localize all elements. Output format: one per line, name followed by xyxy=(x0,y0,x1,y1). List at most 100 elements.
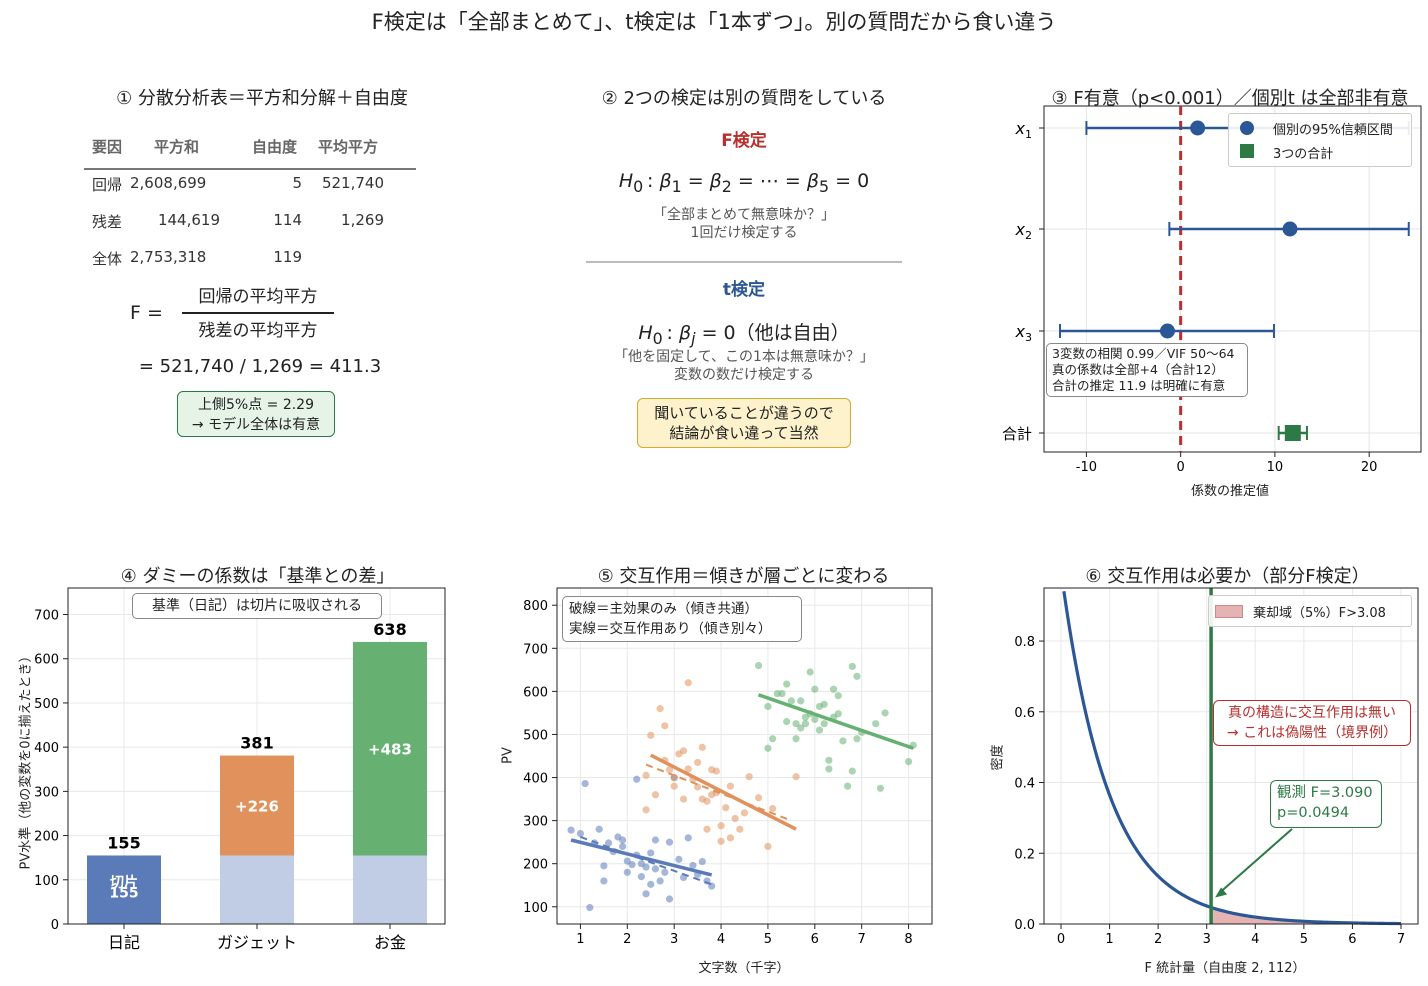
data-point xyxy=(619,836,627,844)
rejection-region xyxy=(1210,907,1401,924)
note-correlation: 3変数の相関 0.99／VIF 50〜64 xyxy=(1052,346,1235,361)
y-tick-label: x1 xyxy=(1015,119,1032,141)
data-point xyxy=(820,720,828,728)
p-value-text: p=0.0494 xyxy=(1277,805,1350,821)
data-point xyxy=(694,758,702,767)
legend-solid: 実線＝交互作用あり（傾き別々） xyxy=(569,621,772,637)
intercept-value-label: 155 xyxy=(109,885,138,901)
f-distribution-chart: 0 1 2 3 4 5 6 7 0.0 0.2 0.4 0.6 0.8 xyxy=(1014,587,1419,947)
data-point xyxy=(754,794,763,802)
panel6-title: ⑥ 交互作用は必要か（部分F検定） xyxy=(1085,566,1370,587)
y-tick-label: x2 xyxy=(1015,220,1032,242)
legend-total: 3つの合計 xyxy=(1273,147,1334,162)
data-point xyxy=(726,834,735,842)
data-point xyxy=(698,857,706,866)
t-test-note: 「他を固定して、この1本は無意味か？」 変数の数だけ検定する xyxy=(574,348,914,384)
p6-xlabel: F 統計量（自由度 2, 112） xyxy=(1144,961,1306,976)
x-tick-label: 2 xyxy=(623,932,631,947)
red-note-line1: 真の構造に交互作用は無い xyxy=(1228,705,1396,721)
x-tick-label: 7 xyxy=(858,932,866,947)
y-tick-label: 100 xyxy=(34,874,59,889)
data-point xyxy=(637,873,645,881)
data-point xyxy=(703,825,711,833)
legend-ci: 個別の95%信頼区間 xyxy=(1273,123,1393,138)
data-point xyxy=(726,782,735,790)
data-point xyxy=(633,775,641,783)
f-test-note: 「全部まとめて無意味か？」 1回だけ検定する xyxy=(594,206,894,242)
red-note-line2: → これは偽陽性（境界例） xyxy=(1226,725,1398,741)
y-tick-label: 0.4 xyxy=(1014,777,1035,792)
data-point xyxy=(844,782,852,790)
data-point xyxy=(834,692,842,700)
data-point xyxy=(679,747,688,755)
anova-row-ms: 521,740 xyxy=(321,174,384,192)
x-tick-label: 5 xyxy=(1300,932,1308,947)
y-tick-label: 300 xyxy=(34,785,59,800)
page-title: F検定は「全部まとめて」、t検定は「1本ずつ」。別の質問だから食い違う xyxy=(371,10,1057,34)
data-point xyxy=(769,804,777,813)
observed-f-arrow xyxy=(1220,828,1293,893)
data-point xyxy=(792,735,800,743)
intercept-bar xyxy=(87,855,161,924)
data-point xyxy=(797,697,805,705)
anova-header-factor: 要因 xyxy=(92,138,123,156)
total-value-label: 638 xyxy=(373,620,406,639)
data-point xyxy=(745,773,753,781)
data-point xyxy=(797,724,805,732)
data-point xyxy=(754,661,763,670)
data-point xyxy=(661,722,669,730)
data-point xyxy=(684,834,692,842)
critical-value-text: 上側5%点 = 2.29 xyxy=(197,397,314,413)
total-square-icon xyxy=(1240,144,1254,158)
x-tick-label: 8 xyxy=(904,932,912,947)
data-point xyxy=(787,697,795,705)
anova-row-ss: 144,619 xyxy=(157,211,220,229)
ci-legend: 個別の95%信頼区間 3つの合計 xyxy=(1228,113,1412,167)
x-tick-label: 4 xyxy=(1251,932,1259,947)
intercept-label: 切片 xyxy=(110,875,138,891)
t-test-heading: t検定 xyxy=(722,280,766,300)
data-point xyxy=(778,689,786,698)
x-tick-label: 7 xyxy=(1397,932,1405,947)
f-test-heading: F検定 xyxy=(721,131,767,151)
divider xyxy=(586,261,902,263)
note-total: 合計の推定 11.9 は明確に有意 xyxy=(1052,378,1226,393)
anova-header-rule xyxy=(84,168,416,170)
data-point xyxy=(656,705,664,713)
y-tick-label: x3 xyxy=(1015,322,1032,344)
data-point xyxy=(764,744,772,752)
anova-row-df: 5 xyxy=(292,174,302,192)
data-point xyxy=(872,720,880,728)
rejection-legend: 棄却域（5%）F>3.08 xyxy=(1208,595,1412,627)
data-point xyxy=(801,720,810,728)
anova-header-ms: 平均平方 xyxy=(318,138,379,156)
y-tick-label: 0.2 xyxy=(1014,847,1035,862)
anova-table: 要因 平方和 自由度 平均平方 回帰 2,608,699 5 521,740 残… xyxy=(84,132,416,272)
data-point xyxy=(576,829,585,838)
data-point xyxy=(684,679,692,687)
data-point xyxy=(595,825,603,833)
ci-point-icon xyxy=(1240,121,1254,135)
anova-row-df: 114 xyxy=(273,211,302,229)
data-point xyxy=(783,680,791,688)
plot-frame xyxy=(1043,587,1419,925)
data-point xyxy=(839,737,847,745)
x-tick-label: 0 xyxy=(1057,932,1065,947)
data-point xyxy=(661,868,669,876)
x-tick-label: 4 xyxy=(717,932,725,947)
anova-row-ms: 1,269 xyxy=(341,211,384,229)
main-effect-fit-line xyxy=(580,836,713,886)
data-point xyxy=(904,758,913,766)
line-style-legend: 破線＝主効果のみ（傾き共通） 実線＝交互作用あり（傾き別々） xyxy=(562,596,802,642)
data-point xyxy=(665,838,674,846)
x-tick-label: お金 xyxy=(374,933,406,952)
y-tick-label: 800 xyxy=(523,599,548,614)
data-point xyxy=(684,765,692,773)
estimate-point xyxy=(1159,323,1175,339)
x-tick-label: 10 xyxy=(1267,460,1284,475)
x-tick-label: 6 xyxy=(1348,932,1356,947)
panel3-title: ③ F有意（p<0.001）／個別t は全部非有意 xyxy=(1051,88,1409,109)
plot-frame xyxy=(67,587,446,925)
x-tick-label: 0 xyxy=(1177,460,1185,475)
